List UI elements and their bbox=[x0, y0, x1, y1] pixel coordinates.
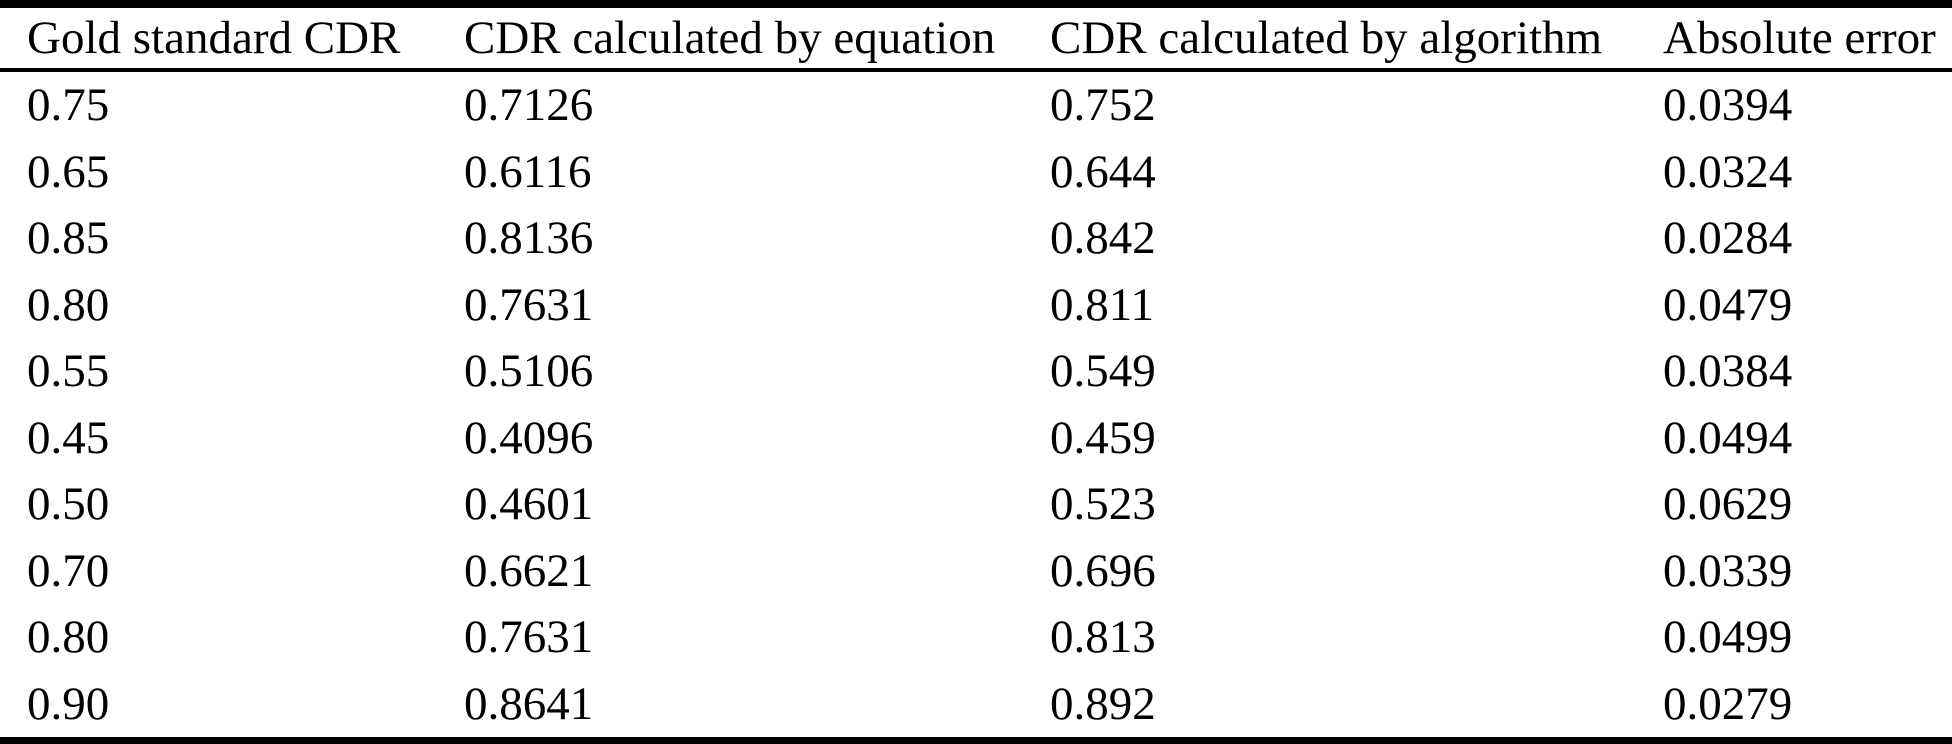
cell: 0.0479 bbox=[1663, 278, 1793, 331]
cell: 0.0324 bbox=[1663, 145, 1793, 198]
table-row: 0.75 0.7126 0.752 0.0394 bbox=[0, 70, 1952, 139]
column-header-cdr-by-algorithm: CDR calculated by algorithm bbox=[1023, 4, 1636, 72]
cell: 0.842 bbox=[1050, 212, 1156, 265]
cell: 0.549 bbox=[1050, 345, 1156, 398]
cell: 0.813 bbox=[1050, 611, 1156, 664]
table-row: 0.85 0.8136 0.842 0.0284 bbox=[0, 205, 1952, 271]
cell: 0.0384 bbox=[1663, 345, 1793, 398]
cell: 0.80 bbox=[27, 278, 110, 331]
cell: 0.7631 bbox=[464, 278, 594, 331]
cell: 0.0629 bbox=[1663, 478, 1793, 531]
cell: 0.6621 bbox=[464, 544, 594, 597]
header-row: Gold standard CDR CDR calculated by equa… bbox=[0, 4, 1952, 72]
cell: 0.4601 bbox=[464, 478, 594, 531]
cell: 0.5106 bbox=[464, 345, 594, 398]
table-header: Gold standard CDR CDR calculated by equa… bbox=[0, 4, 1952, 72]
cell: 0.80 bbox=[27, 611, 110, 664]
table-row: 0.80 0.7631 0.813 0.0499 bbox=[0, 604, 1952, 670]
cell: 0.811 bbox=[1050, 278, 1155, 331]
table-row: 0.50 0.4601 0.523 0.0629 bbox=[0, 471, 1952, 537]
cell: 0.4096 bbox=[464, 411, 594, 464]
cell: 0.8136 bbox=[464, 212, 594, 265]
cell: 0.0339 bbox=[1663, 544, 1793, 597]
cell: 0.892 bbox=[1050, 677, 1156, 730]
cell: 0.55 bbox=[27, 345, 110, 398]
column-header-cdr-by-equation: CDR calculated by equation bbox=[437, 4, 1023, 72]
cell: 0.8641 bbox=[464, 677, 594, 730]
table-row: 0.70 0.6621 0.696 0.0339 bbox=[0, 537, 1952, 603]
cell: 0.65 bbox=[27, 145, 110, 198]
cell: 0.50 bbox=[27, 478, 110, 531]
cell: 0.85 bbox=[27, 212, 110, 265]
cell: 0.7631 bbox=[464, 611, 594, 664]
table-row: 0.45 0.4096 0.459 0.0494 bbox=[0, 404, 1952, 470]
cell: 0.75 bbox=[27, 79, 110, 132]
cell: 0.459 bbox=[1050, 411, 1156, 464]
cell: 0.90 bbox=[27, 677, 110, 730]
cell: 0.0279 bbox=[1663, 677, 1793, 730]
table-row: 0.65 0.6116 0.644 0.0324 bbox=[0, 139, 1952, 205]
cell: 0.0284 bbox=[1663, 212, 1793, 265]
table-row: 0.90 0.8641 0.892 0.0279 bbox=[0, 670, 1952, 740]
cell: 0.0499 bbox=[1663, 611, 1793, 664]
cell: 0.523 bbox=[1050, 478, 1156, 531]
column-header-absolute-error: Absolute error bbox=[1636, 4, 1952, 72]
table-row: 0.80 0.7631 0.811 0.0479 bbox=[0, 271, 1952, 337]
table-body: 0.75 0.7126 0.752 0.0394 0.65 0.6116 0.644 0.03… bbox=[0, 70, 1952, 741]
cell: 0.644 bbox=[1050, 145, 1156, 198]
cell: 0.696 bbox=[1050, 544, 1156, 597]
column-header-gold-standard-cdr: Gold standard CDR bbox=[0, 4, 437, 72]
cell: 0.70 bbox=[27, 544, 110, 597]
cell: 0.45 bbox=[27, 411, 110, 464]
cell: 0.0494 bbox=[1663, 411, 1793, 464]
cell: 0.6116 bbox=[464, 145, 592, 198]
cell: 0.7126 bbox=[464, 79, 594, 132]
table-row: 0.55 0.5106 0.549 0.0384 bbox=[0, 338, 1952, 404]
cell: 0.0394 bbox=[1663, 79, 1793, 132]
cell: 0.752 bbox=[1050, 79, 1156, 132]
